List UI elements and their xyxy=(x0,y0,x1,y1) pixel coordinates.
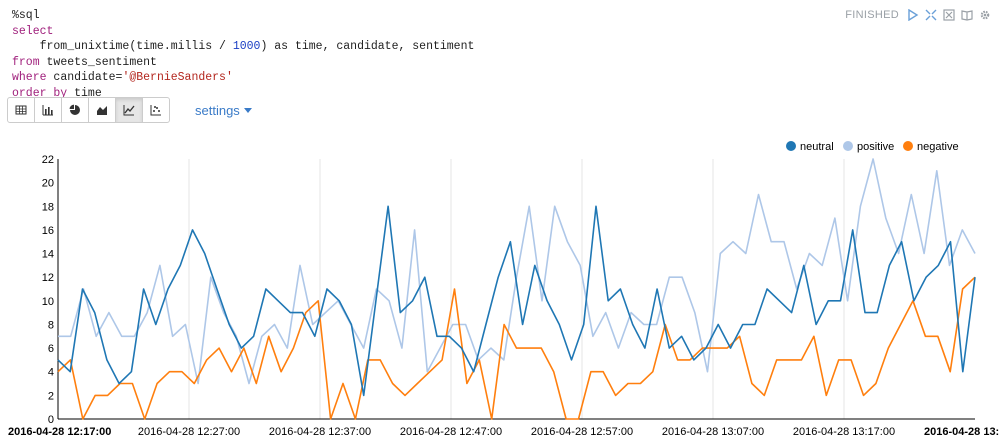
code-number: 1000 xyxy=(232,40,261,53)
code-select-pre: from_unixtime(time.millis / xyxy=(12,40,233,53)
settings-label: settings xyxy=(195,103,240,118)
area-chart-button[interactable] xyxy=(88,97,116,123)
line-chart-button[interactable] xyxy=(115,97,143,123)
y-tick-label: 18 xyxy=(42,201,54,213)
settings-dropdown[interactable]: settings xyxy=(195,103,252,118)
y-tick-label: 16 xyxy=(42,225,54,237)
y-axis: 0 2 4 6 8 10 12 14 16 18 20 22 xyxy=(42,154,59,426)
bar-chart-icon xyxy=(42,105,53,116)
code-select-post: ) as time, candidate, sentiment xyxy=(260,40,475,53)
code-keyword-select: select xyxy=(12,24,54,38)
y-tick-label: 20 xyxy=(42,178,54,190)
table-icon xyxy=(15,105,27,115)
series-line-negative[interactable] xyxy=(57,276,976,420)
code-from-table: tweets_sentiment xyxy=(39,55,157,69)
chart-legend[interactable]: neutral positive negative xyxy=(786,141,959,153)
sql-code-editor[interactable]: %sql select from_unixtime(time.millis / … xyxy=(12,8,474,101)
legend-label: negative xyxy=(917,141,959,153)
legend-item-positive[interactable]: positive xyxy=(843,141,894,153)
y-tick-label: 8 xyxy=(48,319,54,331)
status-label: FINISHED xyxy=(845,9,899,21)
legend-item-neutral[interactable]: neutral xyxy=(786,141,834,153)
x-axis: 2016-04-28 12:17:00 2016-04-28 12:27:00 20… xyxy=(8,418,999,438)
x-tick-label: 2016-04-28 12:27:00 xyxy=(138,426,240,438)
gear-icon[interactable] xyxy=(979,9,991,21)
pie-chart-button[interactable] xyxy=(61,97,89,123)
scatter-chart-button[interactable] xyxy=(142,97,170,123)
book-icon[interactable] xyxy=(961,9,973,21)
bar-chart-button[interactable] xyxy=(34,97,62,123)
collapse-icon[interactable] xyxy=(925,9,937,21)
code-where-cond: candidate= xyxy=(46,71,123,84)
chart-series xyxy=(57,158,976,420)
y-tick-label: 4 xyxy=(48,367,54,379)
y-tick-label: 14 xyxy=(42,249,54,261)
legend-item-negative[interactable]: negative xyxy=(903,141,959,153)
scatter-chart-icon xyxy=(150,105,161,116)
x-tick-label: 2016-04-28 13: xyxy=(924,426,999,438)
x-tick-label: 2016-04-28 12:37:00 xyxy=(269,426,371,438)
x-tick-label: 2016-04-28 12:17:00 xyxy=(8,426,111,438)
legend-swatch xyxy=(786,141,796,151)
code-order-col: time xyxy=(67,86,102,100)
code-keyword-order: order by xyxy=(12,86,68,100)
caret-down-icon xyxy=(243,108,252,113)
chart-grid xyxy=(188,159,845,419)
y-tick-label: 10 xyxy=(42,296,54,308)
y-tick-label: 0 xyxy=(48,414,54,426)
legend-label: neutral xyxy=(800,141,834,153)
x-tick-label: 2016-04-28 13:17:00 xyxy=(793,426,895,438)
area-chart-icon xyxy=(97,106,107,115)
table-view-button[interactable] xyxy=(7,97,35,123)
legend-swatch xyxy=(903,141,913,151)
x-tick-label: 2016-04-28 13:07:00 xyxy=(662,426,764,438)
y-tick-label: 6 xyxy=(48,343,54,355)
code-string: '@BernieSanders' xyxy=(122,71,233,84)
code-keyword-from: from xyxy=(12,55,40,69)
y-tick-label: 12 xyxy=(42,272,54,284)
pie-chart-icon xyxy=(69,104,80,115)
series-line-neutral[interactable] xyxy=(57,205,976,397)
series-line-positive[interactable] xyxy=(58,158,976,385)
paragraph-controls: FINISHED xyxy=(845,9,991,21)
x-tick-label: 2016-04-28 12:47:00 xyxy=(400,426,502,438)
hide-output-icon[interactable] xyxy=(943,9,955,21)
y-tick-label: 2 xyxy=(48,390,54,402)
x-tick-label: 2016-04-28 12:57:00 xyxy=(531,426,633,438)
chart-type-toolbar xyxy=(7,97,170,123)
code-keyword-where: where xyxy=(12,71,47,84)
run-icon[interactable] xyxy=(907,9,919,21)
y-tick-label: 22 xyxy=(42,154,54,166)
code-magic: %sql xyxy=(12,9,40,22)
legend-label: positive xyxy=(857,141,894,153)
line-chart-icon xyxy=(123,105,135,116)
legend-swatch xyxy=(843,141,853,151)
